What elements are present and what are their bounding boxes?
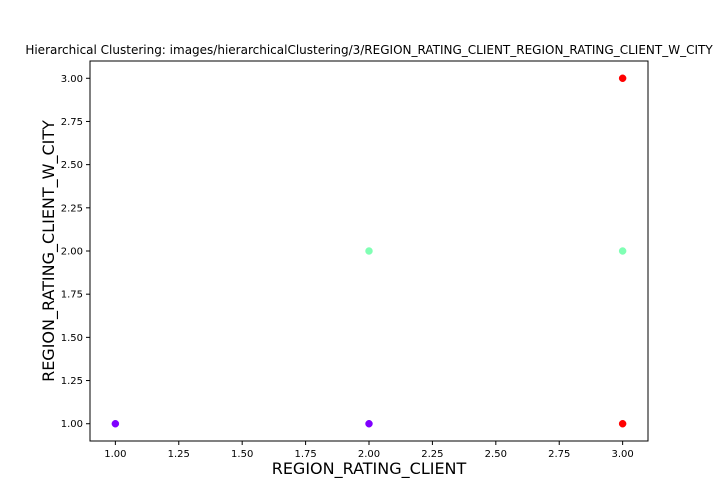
x-tick-label: 2.00 <box>358 449 380 460</box>
y-tick-label: 3.00 <box>61 74 83 85</box>
scatter-point <box>618 247 627 255</box>
y-tick-label: 2.00 <box>61 247 83 258</box>
x-tick-label: 2.75 <box>548 449 570 460</box>
x-tick-label: 3.00 <box>612 449 634 460</box>
x-tick-label: 2.50 <box>485 449 507 460</box>
scatter-point <box>365 419 373 428</box>
y-tick-label: 1.75 <box>61 290 83 301</box>
scatter-point <box>365 247 373 255</box>
y-tick-label: 2.50 <box>61 160 83 171</box>
y-tick-label: 1.50 <box>61 333 83 344</box>
x-axis: 1.00 1.25 1.50 1.75 2.00 2.25 2.50 2.75 3.00 <box>104 441 634 460</box>
plot-area <box>111 74 627 428</box>
y-tick-label: 2.25 <box>61 203 83 214</box>
scatter-point <box>111 419 120 428</box>
y-axis-label: REGION_RATING_CLIENT_W_CITY <box>39 120 59 382</box>
y-tick-label: 2.75 <box>61 117 83 128</box>
y-axis: 1.00 1.25 1.50 1.75 2.00 2.25 2.50 2.75 3.00 <box>61 74 90 430</box>
x-tick-label: 1.00 <box>104 449 126 460</box>
x-axis-label: REGION_RATING_CLIENT <box>272 459 467 479</box>
x-tick-label: 1.25 <box>168 449 190 460</box>
scatter-point <box>618 74 627 83</box>
y-tick-label: 1.00 <box>61 419 83 430</box>
y-tick-label: 1.25 <box>61 376 83 387</box>
x-tick-label: 1.50 <box>231 449 253 460</box>
scatter-point <box>618 419 627 428</box>
chart-title: Hierarchical Clustering: images/hierarch… <box>25 43 713 57</box>
x-tick-label: 2.25 <box>421 449 443 460</box>
x-tick-label: 1.75 <box>294 449 316 460</box>
